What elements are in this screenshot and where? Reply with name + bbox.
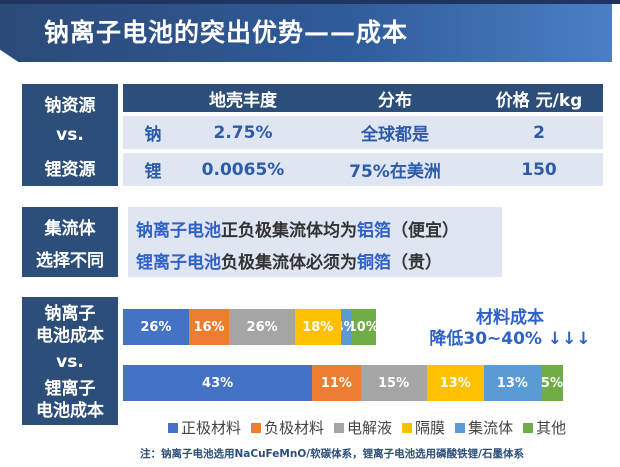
current-collector-label-panel	[22, 207, 118, 277]
legend-label-3: 隔膜	[415, 419, 446, 437]
legend-label-0: 正极材料	[181, 419, 242, 437]
lithium-battery-text: 锂离子电池	[136, 253, 221, 273]
legend-swatch-5	[523, 422, 534, 433]
header-abundance: 地壳丰度	[209, 90, 277, 111]
current-collector-box	[128, 207, 502, 277]
legend-item-5: 其他	[523, 417, 566, 438]
legend-label-4: 集流体	[468, 419, 514, 437]
cost-label-sodium-line1: 钠离子	[44, 303, 96, 324]
cost-label-lithium-line2: 电池成本	[36, 400, 104, 421]
bar-segment-sodium-5: 10%	[350, 309, 376, 345]
table-row-sodium	[123, 116, 603, 149]
bar-segment-sodium-3: 18%	[295, 309, 341, 345]
resource-label-vs: vs.	[56, 125, 84, 145]
legend-swatch-2	[334, 422, 345, 433]
cost-label-panel	[22, 297, 118, 425]
bar-segment-lithium-5: 5%	[540, 365, 563, 401]
bar-segment-lithium-1: 11%	[312, 365, 361, 401]
table-header-row	[123, 84, 603, 112]
bar-segment-sodium-0: 26%	[123, 309, 189, 345]
sodium-cost-note: （便宜）	[391, 221, 459, 241]
resource-label-sodium: 钠资源	[44, 95, 96, 116]
current-collector-label-line2: 选择不同	[36, 250, 104, 271]
legend-swatch-1	[251, 422, 262, 433]
cost-label-lithium-line1: 锂离子	[44, 378, 96, 399]
bar-segment-sodium-2: 26%	[229, 309, 295, 345]
legend-swatch-3	[402, 422, 413, 433]
current-collector-label-line1: 集流体	[44, 218, 96, 239]
table-row-lithium	[123, 153, 603, 186]
sodium-battery-text: 钠离子电池	[136, 221, 221, 241]
top-rule	[0, 0, 620, 4]
title-banner	[0, 0, 612, 62]
cell-element-lithium: 锂	[144, 162, 162, 182]
header-price: 价格 元/kg	[495, 90, 583, 111]
chart-legend: 正极材料 负极材料 电解液 隔膜 集流体 其他	[168, 417, 566, 438]
sodium-collector-text: 正负极集流体均为	[221, 221, 357, 241]
cost-bar-sodium: 26%16%26%18%4%10%	[123, 309, 376, 345]
lithium-cost-note: （贵）	[391, 253, 442, 273]
resource-label-lithium: 锂资源	[44, 159, 96, 180]
legend-item-4: 集流体	[455, 417, 513, 438]
cell-abundance-sodium: 2.75%	[213, 122, 273, 143]
cell-price-lithium: 150	[521, 159, 557, 180]
lithium-collector-text: 负极集流体必须为	[221, 253, 357, 273]
bar-segment-lithium-4: 13%	[483, 365, 541, 401]
current-collector-line-sodium: 钠离子电池正负极集流体均为铝箔（便宜）	[136, 216, 459, 241]
legend-item-1: 负极材料	[251, 417, 324, 438]
legend-item-3: 隔膜	[402, 417, 445, 438]
cell-abundance-lithium: 0.0065%	[201, 159, 285, 180]
cell-element-sodium: 钠	[144, 125, 162, 145]
legend-swatch-4	[455, 422, 466, 433]
bar-segment-lithium-3: 13%	[426, 365, 484, 401]
current-collector-line-lithium: 锂离子电池负极集流体必须为铜箔（贵）	[136, 248, 442, 273]
legend-label-5: 其他	[536, 419, 567, 437]
cell-distribution-sodium: 全球都是	[361, 125, 429, 145]
cost-label-vs: vs.	[56, 352, 84, 372]
bar-segment-sodium-1: 16%	[188, 309, 230, 345]
cell-price-sodium: 2	[533, 122, 545, 143]
legend-label-2: 电解液	[347, 419, 393, 437]
legend-item-2: 电解液	[334, 417, 392, 438]
cell-distribution-lithium: 75%在美洲	[349, 162, 441, 182]
bar-segment-sodium-4: 4%	[340, 309, 351, 345]
page-title: 钠离子电池的突出优势——成本	[44, 18, 409, 47]
cost-label-sodium-line2: 电池成本	[36, 325, 104, 346]
bar-segment-lithium-0: 43%	[123, 365, 313, 401]
resource-label-panel	[22, 84, 118, 186]
header-distribution: 分布	[378, 90, 412, 111]
reduction-line2: 降低30~40% ↓↓↓	[429, 329, 591, 349]
bar-segment-lithium-2: 15%	[360, 365, 427, 401]
cost-bar-lithium: 43% 11% 15% 13% 13% 5%	[123, 365, 563, 401]
legend-item-0: 正极材料	[168, 417, 241, 438]
reduction-line1: 材料成本	[476, 308, 544, 328]
legend-swatch-0	[168, 422, 178, 433]
copper-foil-text: 铜箔	[357, 253, 391, 273]
aluminum-foil-text: 铝箔	[357, 221, 391, 241]
legend-label-1: 负极材料	[264, 419, 325, 437]
footnote: 注：钠离子电池选用NaCuFeMnO/软碳体系，锂离子电池选用磷酸铁锂/石墨体系	[140, 448, 524, 460]
